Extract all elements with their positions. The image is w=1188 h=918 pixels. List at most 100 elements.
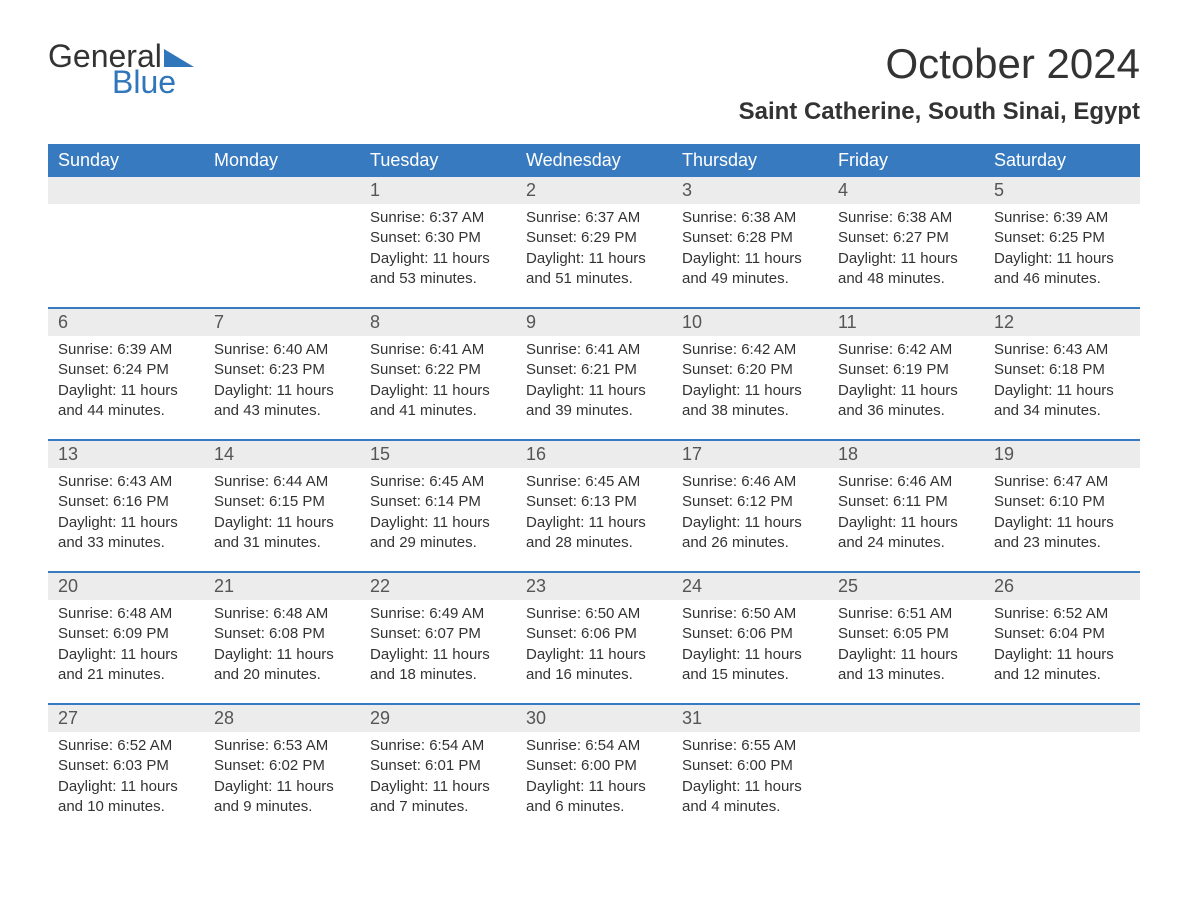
daylight-text: Daylight: 11 hours and 31 minutes. (214, 513, 350, 554)
sunrise-text: Sunrise: 6:45 AM (370, 472, 506, 492)
day-number: 19 (984, 441, 1140, 468)
week-block: 6789101112Sunrise: 6:39 AMSunset: 6:24 P… (48, 307, 1140, 439)
day-cell: Sunrise: 6:42 AMSunset: 6:19 PMDaylight:… (828, 336, 984, 439)
sunrise-text: Sunrise: 6:40 AM (214, 340, 350, 360)
day-number (828, 705, 984, 732)
day-cell: Sunrise: 6:43 AMSunset: 6:16 PMDaylight:… (48, 468, 204, 571)
daylight-text: Daylight: 11 hours and 36 minutes. (838, 381, 974, 422)
sunset-text: Sunset: 6:04 PM (994, 624, 1130, 644)
day-number: 24 (672, 573, 828, 600)
sunrise-text: Sunrise: 6:55 AM (682, 736, 818, 756)
day-number: 15 (360, 441, 516, 468)
day-cell: Sunrise: 6:47 AMSunset: 6:10 PMDaylight:… (984, 468, 1140, 571)
day-number: 7 (204, 309, 360, 336)
day-number: 11 (828, 309, 984, 336)
sunset-text: Sunset: 6:22 PM (370, 360, 506, 380)
day-number: 29 (360, 705, 516, 732)
sunset-text: Sunset: 6:08 PM (214, 624, 350, 644)
daylight-text: Daylight: 11 hours and 46 minutes. (994, 249, 1130, 290)
sunrise-text: Sunrise: 6:43 AM (994, 340, 1130, 360)
day-number: 30 (516, 705, 672, 732)
day-cell: Sunrise: 6:40 AMSunset: 6:23 PMDaylight:… (204, 336, 360, 439)
day-number (48, 177, 204, 204)
sunset-text: Sunset: 6:27 PM (838, 228, 974, 248)
daylight-text: Daylight: 11 hours and 34 minutes. (994, 381, 1130, 422)
day-number: 3 (672, 177, 828, 204)
day-number: 13 (48, 441, 204, 468)
day-cell: Sunrise: 6:43 AMSunset: 6:18 PMDaylight:… (984, 336, 1140, 439)
day-number: 14 (204, 441, 360, 468)
sunrise-text: Sunrise: 6:52 AM (58, 736, 194, 756)
day-cell: Sunrise: 6:50 AMSunset: 6:06 PMDaylight:… (516, 600, 672, 703)
sunset-text: Sunset: 6:15 PM (214, 492, 350, 512)
weekday-header: Friday (828, 144, 984, 177)
daylight-text: Daylight: 11 hours and 48 minutes. (838, 249, 974, 290)
sunrise-text: Sunrise: 6:39 AM (58, 340, 194, 360)
day-number-row: 12345 (48, 177, 1140, 204)
daylight-text: Daylight: 11 hours and 9 minutes. (214, 777, 350, 818)
day-cell: Sunrise: 6:39 AMSunset: 6:25 PMDaylight:… (984, 204, 1140, 307)
sunrise-text: Sunrise: 6:49 AM (370, 604, 506, 624)
sunset-text: Sunset: 6:00 PM (526, 756, 662, 776)
day-cell: Sunrise: 6:37 AMSunset: 6:30 PMDaylight:… (360, 204, 516, 307)
sunset-text: Sunset: 6:12 PM (682, 492, 818, 512)
day-number: 10 (672, 309, 828, 336)
location-subtitle: Saint Catherine, South Sinai, Egypt (739, 98, 1140, 126)
day-number: 5 (984, 177, 1140, 204)
sunset-text: Sunset: 6:28 PM (682, 228, 818, 248)
daylight-text: Daylight: 11 hours and 39 minutes. (526, 381, 662, 422)
day-content-row: Sunrise: 6:37 AMSunset: 6:30 PMDaylight:… (48, 204, 1140, 307)
weekday-header: Monday (204, 144, 360, 177)
day-number: 2 (516, 177, 672, 204)
sunrise-text: Sunrise: 6:38 AM (838, 208, 974, 228)
daylight-text: Daylight: 11 hours and 20 minutes. (214, 645, 350, 686)
day-number: 18 (828, 441, 984, 468)
sunset-text: Sunset: 6:14 PM (370, 492, 506, 512)
day-cell: Sunrise: 6:42 AMSunset: 6:20 PMDaylight:… (672, 336, 828, 439)
day-cell: Sunrise: 6:38 AMSunset: 6:27 PMDaylight:… (828, 204, 984, 307)
day-cell: Sunrise: 6:37 AMSunset: 6:29 PMDaylight:… (516, 204, 672, 307)
sunset-text: Sunset: 6:05 PM (838, 624, 974, 644)
day-number: 21 (204, 573, 360, 600)
day-cell: Sunrise: 6:46 AMSunset: 6:11 PMDaylight:… (828, 468, 984, 571)
week-block: 2728293031Sunrise: 6:52 AMSunset: 6:03 P… (48, 703, 1140, 835)
day-cell (48, 204, 204, 307)
sunset-text: Sunset: 6:00 PM (682, 756, 818, 776)
day-content-row: Sunrise: 6:48 AMSunset: 6:09 PMDaylight:… (48, 600, 1140, 703)
daylight-text: Daylight: 11 hours and 24 minutes. (838, 513, 974, 554)
daylight-text: Daylight: 11 hours and 10 minutes. (58, 777, 194, 818)
week-block: 20212223242526Sunrise: 6:48 AMSunset: 6:… (48, 571, 1140, 703)
day-cell: Sunrise: 6:45 AMSunset: 6:13 PMDaylight:… (516, 468, 672, 571)
day-number: 26 (984, 573, 1140, 600)
sunrise-text: Sunrise: 6:53 AM (214, 736, 350, 756)
sunrise-text: Sunrise: 6:54 AM (526, 736, 662, 756)
day-cell: Sunrise: 6:52 AMSunset: 6:04 PMDaylight:… (984, 600, 1140, 703)
day-number: 23 (516, 573, 672, 600)
day-cell: Sunrise: 6:41 AMSunset: 6:21 PMDaylight:… (516, 336, 672, 439)
day-number: 12 (984, 309, 1140, 336)
day-cell: Sunrise: 6:49 AMSunset: 6:07 PMDaylight:… (360, 600, 516, 703)
day-cell: Sunrise: 6:50 AMSunset: 6:06 PMDaylight:… (672, 600, 828, 703)
sunset-text: Sunset: 6:23 PM (214, 360, 350, 380)
sunset-text: Sunset: 6:21 PM (526, 360, 662, 380)
daylight-text: Daylight: 11 hours and 53 minutes. (370, 249, 506, 290)
weekday-header: Sunday (48, 144, 204, 177)
sunset-text: Sunset: 6:20 PM (682, 360, 818, 380)
sunrise-text: Sunrise: 6:41 AM (370, 340, 506, 360)
sunset-text: Sunset: 6:16 PM (58, 492, 194, 512)
daylight-text: Daylight: 11 hours and 43 minutes. (214, 381, 350, 422)
title-block: October 2024 Saint Catherine, South Sina… (739, 40, 1140, 126)
sunrise-text: Sunrise: 6:46 AM (838, 472, 974, 492)
calendar: Sunday Monday Tuesday Wednesday Thursday… (48, 144, 1140, 835)
daylight-text: Daylight: 11 hours and 4 minutes. (682, 777, 818, 818)
day-number: 31 (672, 705, 828, 732)
sunset-text: Sunset: 6:19 PM (838, 360, 974, 380)
daylight-text: Daylight: 11 hours and 29 minutes. (370, 513, 506, 554)
sunrise-text: Sunrise: 6:47 AM (994, 472, 1130, 492)
daylight-text: Daylight: 11 hours and 41 minutes. (370, 381, 506, 422)
sunset-text: Sunset: 6:24 PM (58, 360, 194, 380)
day-number-row: 2728293031 (48, 705, 1140, 732)
sunrise-text: Sunrise: 6:52 AM (994, 604, 1130, 624)
day-cell (984, 732, 1140, 835)
sunset-text: Sunset: 6:06 PM (526, 624, 662, 644)
